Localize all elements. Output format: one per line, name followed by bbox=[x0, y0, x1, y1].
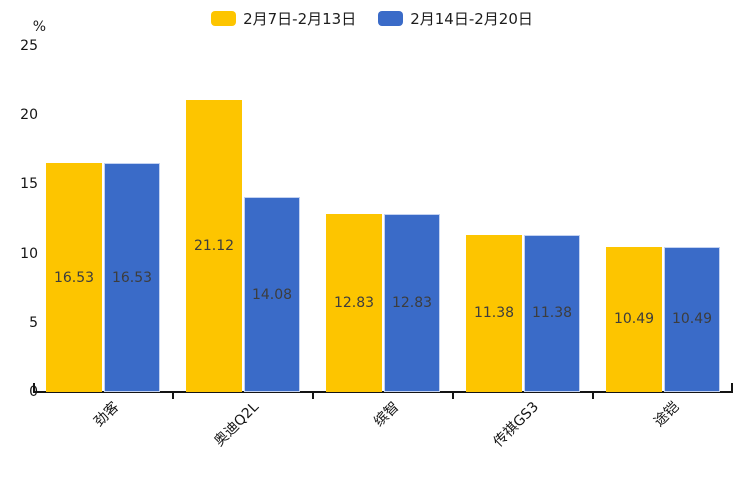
x-axis-end-cap bbox=[731, 383, 733, 393]
bar[interactable] bbox=[46, 163, 102, 392]
y-axis-tick-label: 25 bbox=[20, 38, 38, 54]
bar[interactable] bbox=[606, 246, 662, 392]
x-axis-category-label: 缤智 bbox=[371, 399, 403, 431]
x-axis-tick bbox=[312, 391, 314, 399]
x-axis-tick bbox=[172, 391, 174, 399]
bar-value-label: 10.49 bbox=[613, 311, 655, 328]
y-axis-tick-label: 5 bbox=[29, 314, 38, 331]
bar[interactable] bbox=[524, 234, 580, 392]
bar[interactable] bbox=[244, 197, 300, 392]
legend-item-week2[interactable]: 2月14日-2月20日 bbox=[378, 8, 533, 29]
x-axis-category-label: 途铠 bbox=[651, 399, 683, 431]
x-axis-tick bbox=[452, 391, 454, 399]
legend: 2月7日-2月13日 2月14日-2月20日 bbox=[0, 8, 744, 29]
legend-label: 2月7日-2月13日 bbox=[243, 10, 357, 28]
bar-value-label: 12.83 bbox=[391, 295, 433, 312]
legend-item-week1[interactable]: 2月7日-2月13日 bbox=[211, 8, 356, 29]
x-axis-category-label: 传祺GS3 bbox=[490, 399, 543, 451]
legend-swatch-yellow bbox=[211, 11, 237, 26]
x-axis-line bbox=[33, 391, 733, 393]
bar[interactable] bbox=[466, 234, 522, 392]
bar[interactable] bbox=[186, 99, 242, 392]
bar[interactable] bbox=[664, 246, 720, 392]
bar-value-label: 21.12 bbox=[193, 237, 235, 254]
bar-value-label: 11.38 bbox=[531, 305, 573, 322]
bar[interactable] bbox=[104, 163, 160, 392]
x-axis-tick bbox=[592, 391, 594, 399]
x-axis-category-label: 奥迪Q2L bbox=[211, 399, 263, 450]
bar-value-label: 11.38 bbox=[473, 305, 515, 322]
legend-swatch-blue bbox=[378, 11, 404, 26]
y-axis-unit-label: % bbox=[32, 19, 46, 35]
bar-value-label: 14.08 bbox=[251, 286, 293, 303]
x-axis-category-label: 劲客 bbox=[91, 399, 123, 431]
x-axis-end-cap bbox=[33, 383, 35, 393]
bar-value-label: 16.53 bbox=[111, 269, 153, 286]
legend-label: 2月14日-2月20日 bbox=[410, 10, 533, 28]
bar-value-label: 16.53 bbox=[53, 269, 95, 286]
y-axis-tick-label: 10 bbox=[20, 245, 38, 262]
y-axis-tick-label: 15 bbox=[20, 176, 38, 193]
bar[interactable] bbox=[384, 214, 440, 392]
y-axis-tick-label: 20 bbox=[20, 107, 38, 124]
bar[interactable] bbox=[326, 214, 382, 392]
bar-value-label: 10.49 bbox=[671, 311, 713, 328]
bar-value-label: 12.83 bbox=[333, 295, 375, 312]
